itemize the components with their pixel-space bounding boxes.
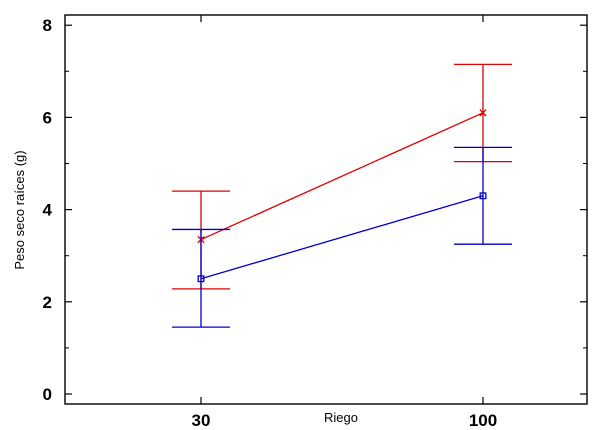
ticks-layer: 0 2 4 6 8 30 100: [43, 15, 587, 430]
y-tick-label: 2: [43, 293, 52, 312]
y-tick-label: 6: [43, 108, 52, 127]
series-line: [200, 112, 484, 241]
y-axis-label: Peso seco raíces (g): [12, 150, 27, 269]
plot-frame: [64, 14, 588, 405]
data-point: [479, 109, 487, 117]
series-line: [200, 195, 484, 280]
x-axis-label: Riego: [324, 410, 358, 425]
y-tick-label: 8: [43, 16, 52, 35]
series-2: [172, 146, 512, 328]
series-layer: [172, 63, 512, 328]
series-1: [172, 63, 512, 290]
data-point: [479, 192, 487, 200]
x-tick-label: 30: [192, 411, 211, 430]
x-tick-label: 100: [469, 411, 497, 430]
y-tick-label: 0: [43, 385, 52, 404]
y-tick-label: 4: [43, 201, 53, 220]
data-point: [197, 275, 205, 283]
